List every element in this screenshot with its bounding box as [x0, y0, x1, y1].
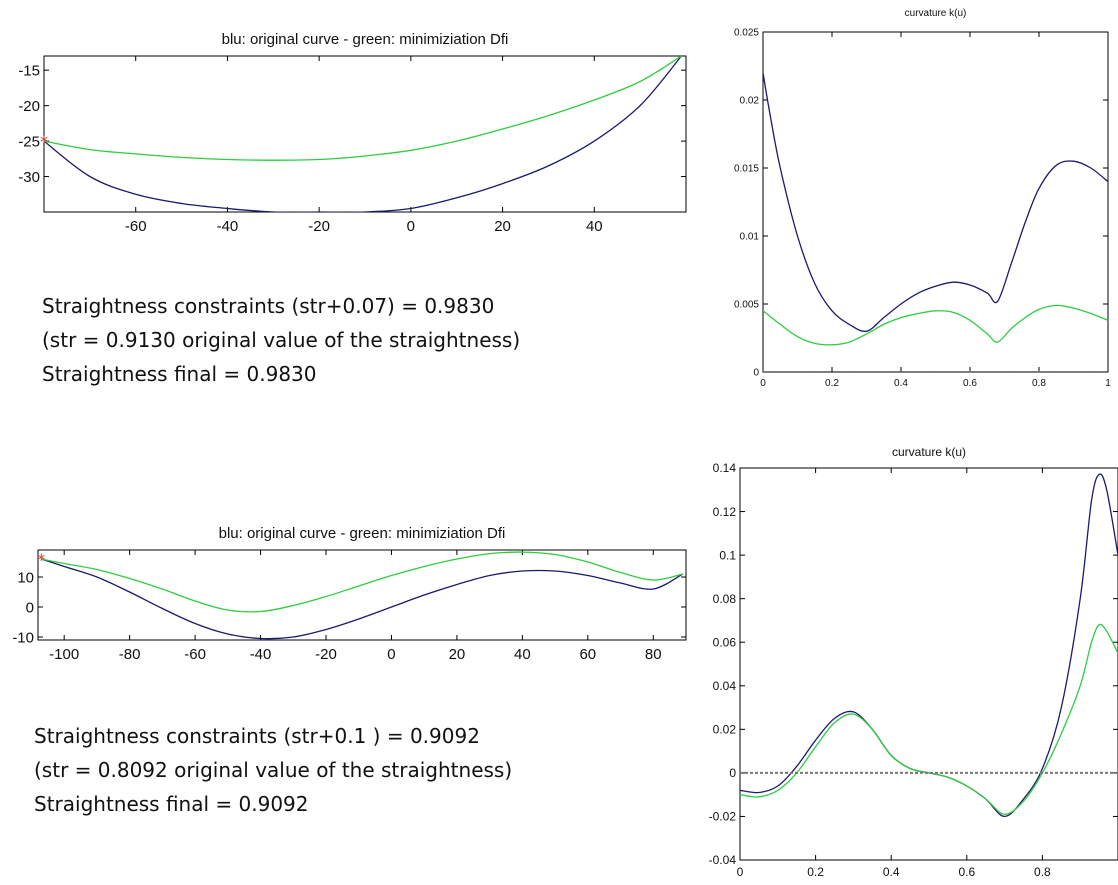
x-tick-label: 0.2 — [825, 378, 839, 389]
axes-frame — [762, 31, 1109, 373]
x-tick-label: 40 — [586, 218, 603, 235]
series-line-original — [740, 473, 1118, 818]
y-tick-label: 0.02 — [740, 96, 760, 107]
bottom-right-curvature-chart: curvature k(u) 0 0.2 0.4 0.6 0.8 -0.04 -0.02 0 0.… — [709, 445, 1118, 879]
x-tick-label: -60 — [184, 646, 206, 663]
x-tick-label: -20 — [315, 646, 337, 663]
axes-frame — [37, 549, 687, 641]
y-tick-label: 0.1 — [719, 548, 736, 562]
x-tick-label: 40 — [514, 646, 531, 663]
y-tick-label: 0.025 — [734, 28, 759, 39]
series-line-minimized — [740, 623, 1118, 815]
y-tick-label: 0.12 — [713, 505, 737, 519]
bottom-final-value-text: Straightness final = 0.9092 — [34, 792, 309, 816]
chart-title: curvature k(u) — [905, 8, 967, 19]
start-marker: * — [40, 132, 48, 151]
y-tick-label: 0 — [26, 599, 34, 616]
top-final-value-text: Straightness final = 0.9830 — [42, 362, 317, 386]
bottom-left-curve-chart: blu: original curve - green: minimiziati… — [12, 525, 687, 663]
y-tick-label: -0.04 — [709, 853, 737, 867]
y-tick-label: 0 — [729, 766, 736, 780]
axes-frame — [43, 55, 687, 213]
x-tick-label: 0.6 — [958, 865, 975, 879]
x-tick-label: 0.8 — [1034, 865, 1051, 879]
y-tick-label: 0.005 — [734, 300, 759, 311]
x-tick-label: -40 — [217, 218, 239, 235]
x-tick-label: 20 — [494, 218, 511, 235]
x-tick-label: 0.4 — [883, 865, 900, 879]
series-line-minimized — [41, 551, 683, 613]
x-tick-label: 0.2 — [807, 865, 824, 879]
series-line-minimized — [763, 304, 1108, 346]
y-tick-label: 0.015 — [734, 164, 759, 175]
bottom-constraint-text: Straightness constraints (str+0.1 ) = 0.… — [34, 724, 480, 748]
y-tick-label: -20 — [18, 98, 40, 115]
series-line-original — [44, 56, 682, 212]
x-tick-label: 1 — [1105, 378, 1111, 389]
series-line-minimized — [44, 56, 682, 161]
y-tick-label: -30 — [18, 169, 40, 186]
chart-title: blu: original curve - green: minimiziati… — [222, 31, 509, 48]
x-tick-label: 60 — [579, 646, 596, 663]
x-tick-label: -60 — [125, 218, 147, 235]
y-tick-label: 0.08 — [713, 592, 737, 606]
y-tick-label: 0 — [753, 368, 759, 379]
x-tick-label: 0.6 — [963, 378, 977, 389]
y-tick-label: 0.06 — [713, 635, 737, 649]
x-tick-label: 0 — [407, 218, 415, 235]
y-tick-label: 0.04 — [713, 679, 737, 693]
x-tick-label: -80 — [119, 646, 141, 663]
y-tick-label: -15 — [18, 62, 40, 79]
y-tick-label: 0.02 — [713, 723, 737, 737]
x-tick-label: -40 — [250, 646, 272, 663]
y-tick-label: -25 — [18, 133, 40, 150]
chart-title: blu: original curve - green: minimiziati… — [219, 525, 506, 542]
x-tick-label: -100 — [49, 646, 79, 663]
x-tick-label: 80 — [645, 646, 662, 663]
series-line-original — [763, 72, 1108, 333]
x-tick-label: 20 — [449, 646, 466, 663]
bottom-original-value-text: (str = 0.8092 original value of the stra… — [34, 758, 513, 782]
y-tick-label: 10 — [17, 569, 34, 586]
top-original-value-text: (str = 0.9130 original value of the stra… — [42, 328, 521, 352]
chart-title: curvature k(u) — [892, 445, 966, 459]
y-tick-label: -10 — [12, 629, 34, 646]
y-tick-label: 0.14 — [713, 461, 737, 475]
x-tick-label: -20 — [308, 218, 330, 235]
x-tick-label: 0 — [387, 646, 395, 663]
y-tick-label: -0.02 — [709, 810, 737, 824]
x-tick-label: 0 — [737, 865, 744, 879]
top-constraint-text: Straightness constraints (str+0.07) = 0.… — [42, 294, 495, 318]
top-left-curve-chart: blu: original curve - green: minimiziati… — [18, 31, 687, 235]
top-right-curvature-chart: curvature k(u) 0 0.2 0.4 0.6 0.8 1 0 0.005 0.01 0.… — [734, 8, 1111, 389]
x-tick-label: 0.8 — [1032, 378, 1046, 389]
start-marker: * — [37, 550, 45, 569]
series-line-original — [41, 558, 684, 640]
x-tick-label: 0 — [760, 378, 766, 389]
axes-frame — [739, 467, 1118, 861]
x-tick-label: 0.4 — [894, 378, 908, 389]
y-tick-label: 0.01 — [740, 232, 760, 243]
